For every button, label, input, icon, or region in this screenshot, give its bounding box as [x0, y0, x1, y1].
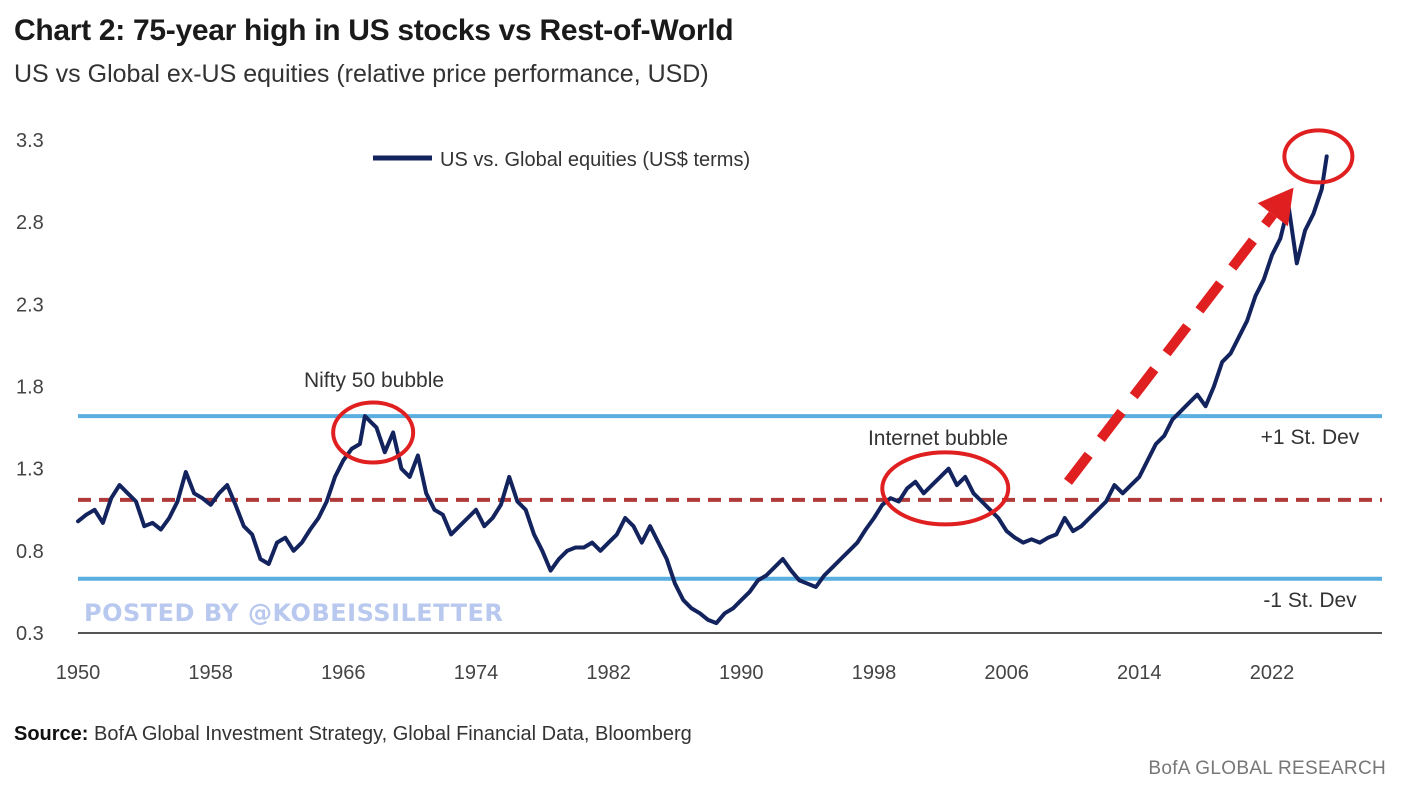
x-tick-label: 1950 [56, 662, 101, 684]
legend: US vs. Global equities (US$ terms) [373, 149, 750, 171]
highlight-circle [331, 400, 416, 465]
x-tick-label: 1990 [719, 662, 764, 684]
y-axis-ticks: 0.3 0.8 1.3 1.8 2.3 2.8 3.3 [16, 130, 44, 645]
y-tick-label: 1.8 [16, 377, 44, 399]
watermark-text: POSTED BY @KOBEISSILETTER [84, 599, 503, 627]
annotations: Nifty 50 bubble Internet bubble [304, 369, 1008, 450]
x-tick-label: 2014 [1117, 662, 1162, 684]
x-tick-label: 1982 [586, 662, 631, 684]
trend-arrow-head [1257, 187, 1294, 227]
source-note: Source: BofA Global Investment Strategy,… [14, 723, 692, 746]
y-tick-label: 2.3 [16, 294, 44, 316]
chart-title: Chart 2: 75-year high in US stocks vs Re… [14, 14, 734, 47]
x-tick-label: 1974 [454, 662, 499, 684]
stdev-label: -1 St. Dev [1263, 589, 1357, 612]
reference-lines: +1 St. Dev -1 St. Dev [78, 414, 1382, 612]
y-tick-label: 0.8 [16, 541, 44, 563]
series-layer [76, 154, 1329, 626]
x-tick-label: 1958 [188, 662, 233, 684]
series-line [76, 154, 1329, 626]
highlight-circle [1282, 128, 1355, 185]
source-text: BofA Global Investment Strategy, Global … [94, 723, 692, 745]
trend-arrow-shaft [1064, 211, 1277, 485]
trend-arrow [1064, 187, 1294, 485]
x-tick-label: 2022 [1250, 662, 1295, 684]
chart-subtitle: US vs Global ex-US equities (relative pr… [14, 60, 709, 88]
x-tick-label: 1966 [321, 662, 366, 684]
annotation-label: Internet bubble [868, 427, 1008, 450]
x-tick-label: 2006 [984, 662, 1029, 684]
source-label: Source: [14, 723, 89, 745]
y-tick-label: 2.8 [16, 212, 44, 234]
y-tick-label: 0.3 [16, 623, 44, 645]
highlight-circle [880, 450, 1011, 527]
brand-label: BofA GLOBAL RESEARCH [1148, 758, 1386, 779]
y-tick-label: 3.3 [16, 130, 44, 152]
highlight-circles [331, 128, 1355, 527]
annotation-label: Nifty 50 bubble [304, 369, 444, 392]
x-axis-ticks: 1950 1958 1966 1974 1982 1990 1998 2006 2014 2022 [56, 662, 1294, 684]
legend-label: US vs. Global equities (US$ terms) [440, 149, 750, 171]
y-tick-label: 1.3 [16, 459, 44, 481]
x-tick-label: 1998 [852, 662, 897, 684]
stdev-label: +1 St. Dev [1261, 426, 1360, 449]
